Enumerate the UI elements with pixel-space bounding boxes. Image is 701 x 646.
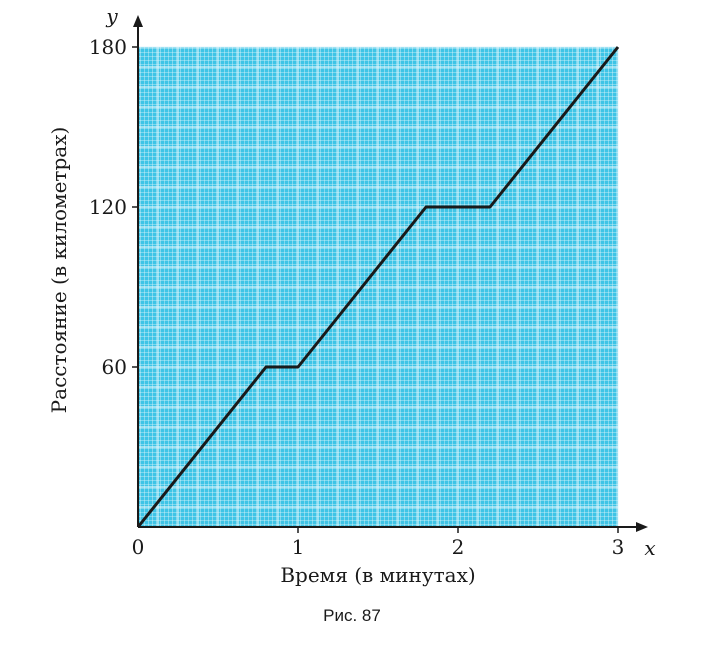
figure-caption: Рис. 87 xyxy=(323,606,381,625)
x-tick-label: 2 xyxy=(452,535,465,559)
x-axis-name: x xyxy=(644,536,655,560)
y-axis-arrow xyxy=(133,15,143,27)
x-tick-label: 3 xyxy=(612,535,625,559)
y-tick-label: 60 xyxy=(102,355,127,379)
y-axis-name: y xyxy=(105,4,118,28)
series-line xyxy=(136,46,620,528)
ticks: 0 1 2 3 60 120 180 xyxy=(89,35,625,559)
x-tick-label: 0 xyxy=(132,535,145,559)
major-grid xyxy=(137,46,619,528)
y-tick-label: 180 xyxy=(89,35,127,59)
x-tick-label: 1 xyxy=(292,535,305,559)
x-axis-arrow xyxy=(636,522,648,532)
y-axis-title: Расстояние (в километрах) xyxy=(47,127,71,414)
axes xyxy=(133,15,648,532)
y-tick-label: 120 xyxy=(89,195,127,219)
x-axis-title: Время (в минутах) xyxy=(280,563,475,587)
